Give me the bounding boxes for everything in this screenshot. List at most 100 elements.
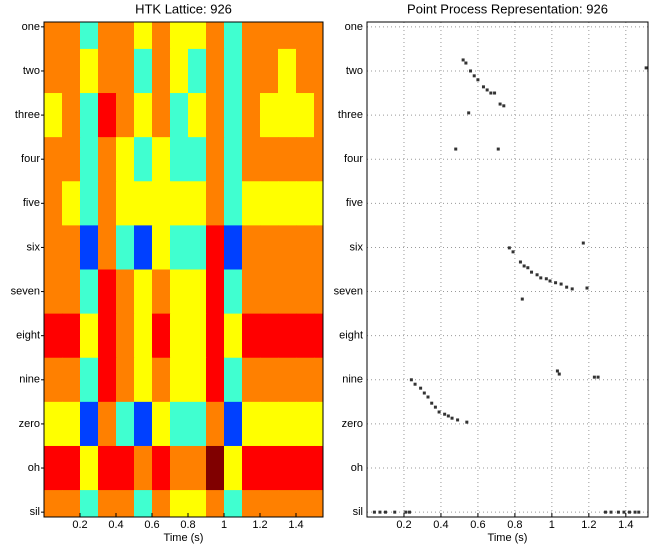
heatmap-cell [116,445,135,491]
heatmap-cell [260,22,279,50]
point [409,378,413,382]
heatmap-cell [278,269,297,315]
heatmap-cell [296,181,315,226]
heatmap-cell [98,401,117,447]
heatmap-cell [170,401,189,447]
heatmap-cell [116,313,135,359]
chart-title: HTK Lattice: 926 [135,1,232,16]
heatmap-cell [188,225,207,270]
x-tick-label: 0.2 [72,519,87,531]
heatmap-cell [206,269,225,315]
heatmap-cell [98,225,117,270]
heatmap-cell [152,269,171,315]
y-tick-label: oh [351,462,363,474]
heatmap-cell [242,181,261,226]
heatmap-cell [242,357,261,403]
heatmap-cell [314,93,323,138]
point [581,241,585,245]
heatmap-cell [62,445,81,491]
heatmap-cell [314,269,323,315]
heatmap-cell [296,225,315,270]
point [419,386,423,390]
point [555,369,559,373]
heatmap-cell [314,313,323,359]
heatmap-cell [62,48,81,94]
heatmap-cell [62,22,81,50]
heatmap-cell [314,225,323,270]
heatmap-cell [260,181,279,226]
y-tick-label: zero [19,418,40,430]
y-tick-label: four [21,153,40,165]
heatmap-cell [260,401,279,447]
heatmap-cell [206,401,225,447]
heatmap-cell [80,269,99,315]
heatmap-cell [314,490,323,517]
heatmap-cell [152,445,171,491]
heatmap-cell [116,181,135,226]
heatmap-cell [62,137,81,182]
heatmap-cell [188,22,207,50]
heatmap-cell [188,445,207,491]
point [559,282,563,286]
y-tick-label: sil [353,506,363,518]
heatmap-cell [224,357,243,403]
point [422,391,426,395]
heatmap-cell [44,269,63,315]
x-tick-label: 0.2 [396,519,411,531]
heatmap-cell [260,225,279,270]
heatmap-cell [242,22,261,50]
heatmap-cell [278,445,297,491]
heatmap-cell [278,48,297,94]
point [481,85,485,89]
point [596,375,600,379]
point [393,510,397,514]
heatmap-cell [278,225,297,270]
heatmap-cell [44,225,63,270]
heatmap-cell [116,269,135,315]
heatmap-cell [62,401,81,447]
heatmap-cell [80,22,99,50]
heatmap-cell [188,48,207,94]
heatmap-cell [206,490,225,517]
heatmap-cell [44,137,63,182]
y-tick-label: four [344,153,363,165]
heatmap-cell [116,22,135,50]
heatmap-cell [188,181,207,226]
heatmap-cell [188,313,207,359]
heatmap-cell [170,137,189,182]
heatmap-cell [62,313,81,359]
heatmap-cell [98,445,117,491]
y-tick-label: two [23,65,40,77]
y-tick-label: sil [30,506,40,518]
heatmap-cell [170,181,189,226]
heatmap-cell [80,48,99,94]
heatmap-cell [116,357,135,403]
heatmap-cell [296,357,315,403]
y-tick-label: one [345,21,363,33]
heatmap-cell [80,93,99,138]
heatmap-cell [296,93,315,138]
heatmap-cell [80,445,99,491]
x-axis-label: Time (s) [488,532,528,544]
point [476,78,480,82]
heatmap-cell [188,269,207,315]
heatmap-chart: HTK Lattice: 926 Time (s) one two three four f… [11,1,324,544]
point [408,510,412,514]
heatmap-cell [134,137,153,182]
heatmap-cell [80,313,99,359]
heatmap-cell [278,401,297,447]
point [404,510,408,514]
heatmap-cell [224,225,243,270]
y-tick-label: eight [339,330,363,342]
heatmap-cell [98,269,117,315]
heatmap-cell [116,225,135,270]
heatmap-cell [206,445,225,491]
point [535,273,539,277]
point [511,250,515,254]
plot-frame [366,21,649,518]
point [498,102,502,106]
point [469,69,473,73]
y-tick-label: oh [28,462,40,474]
x-tick-label: 1.2 [581,519,596,531]
y-tick-label: five [23,197,40,209]
